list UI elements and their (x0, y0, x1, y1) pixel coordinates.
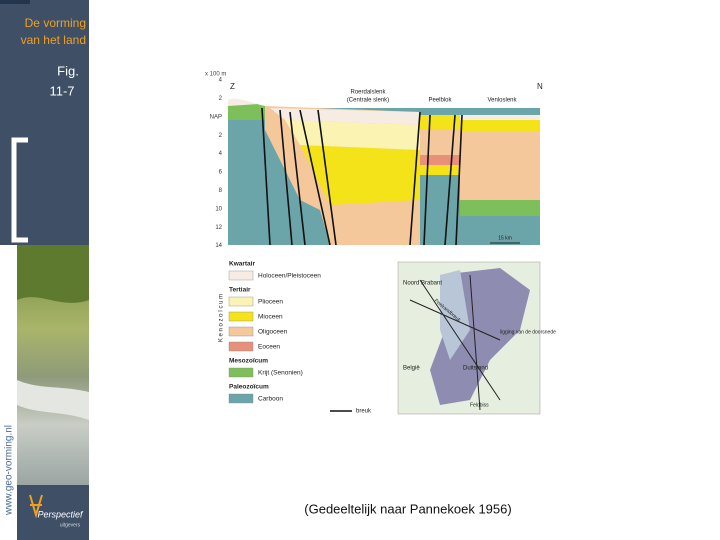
map-label: Feldbiss (470, 402, 489, 408)
region: (Centrale slenk) (347, 98, 389, 104)
legend-item: Eoceen (258, 344, 280, 351)
bracket (11, 137, 28, 243)
sidebar-title: van het land (21, 33, 86, 47)
legend-item: Mioceen (258, 314, 283, 321)
faults (261, 107, 463, 246)
depth-label: 2 (219, 133, 223, 139)
fig-label: Fig. (57, 63, 79, 78)
legend-swatch (228, 341, 254, 352)
map: Noord Brabant Peelrandbreuk ligging van … (397, 261, 556, 415)
photo-trees (17, 245, 89, 303)
map-label: België (403, 366, 420, 372)
region: Venloslenk (487, 98, 517, 104)
caption: (Gedeeltelijk naar Pannekoek 1956) (304, 501, 511, 516)
unit: x 100 m (205, 72, 226, 78)
map-label: Noord Brabant (403, 281, 442, 287)
legend-item: Oligoceen (258, 329, 288, 336)
depth-label: 8 (219, 188, 223, 194)
legend-heading: Tertiair (229, 287, 251, 294)
logo-mark (29, 494, 43, 519)
plioceen-layer (285, 120, 420, 150)
sidebar-top (0, 0, 30, 4)
legend-swatch (228, 326, 254, 337)
region: Roerdalslenk (350, 90, 386, 96)
scale: 15 km (498, 235, 512, 241)
cross-section: x 100 m Z N Roerdalslenk (Centrale slenk… (205, 72, 543, 250)
depth-label: 12 (215, 225, 222, 231)
legend-swatch (228, 270, 254, 281)
venlo-krijt (460, 200, 540, 216)
holoceen-layer (228, 98, 258, 106)
mioceen-layer (300, 145, 420, 205)
photo-water (17, 380, 89, 420)
legend-swatch (228, 296, 254, 307)
holoceen-layer (270, 108, 420, 125)
legend-item: Holoceen/Pleistoceen (258, 273, 321, 280)
region: Peelblok (428, 98, 452, 104)
venlo-mioceen (460, 120, 540, 132)
south: Z (230, 82, 235, 91)
legend-item: Krijt (Senonien) (258, 370, 303, 377)
legend-heading: Mesozoïcum (229, 358, 268, 365)
peelblok-mioceen2 (420, 165, 460, 175)
map-label: ligging van de doorsnede (500, 329, 556, 335)
legend-swatch (228, 367, 254, 378)
website: www.geo-vorming.nl (4, 425, 15, 516)
depth-label: NAP (210, 114, 222, 120)
sidebar-title: De vorming (25, 16, 86, 30)
venlo-holoceen (460, 115, 540, 120)
fault-label: breuk (356, 409, 372, 415)
depth-label: 2 (219, 96, 223, 102)
legend-era: K e n o z o ï c u m (219, 294, 225, 342)
legend-swatch (228, 393, 254, 404)
north: N (537, 82, 543, 91)
fig-label: 11-7 (49, 83, 74, 98)
logo-name: Perspectief (37, 509, 84, 519)
depth-label: 14 (215, 243, 222, 249)
legend-heading: Kwartair (229, 261, 255, 268)
legend-heading: Paleozoïcum (229, 384, 269, 391)
legend-item: Plioceen (258, 299, 283, 306)
logo-sub: uitgevers (60, 522, 81, 528)
depth-label: 10 (215, 206, 222, 212)
legend-swatch (228, 311, 254, 322)
logo-bg (17, 485, 89, 540)
peelblok-eoceen (420, 155, 460, 165)
map-label: Duitsland (463, 366, 488, 372)
depth-label: 4 (219, 78, 223, 84)
depth-label: 4 (219, 151, 223, 157)
legend-item: Carboon (258, 396, 283, 403)
depth-label: 6 (219, 170, 223, 176)
